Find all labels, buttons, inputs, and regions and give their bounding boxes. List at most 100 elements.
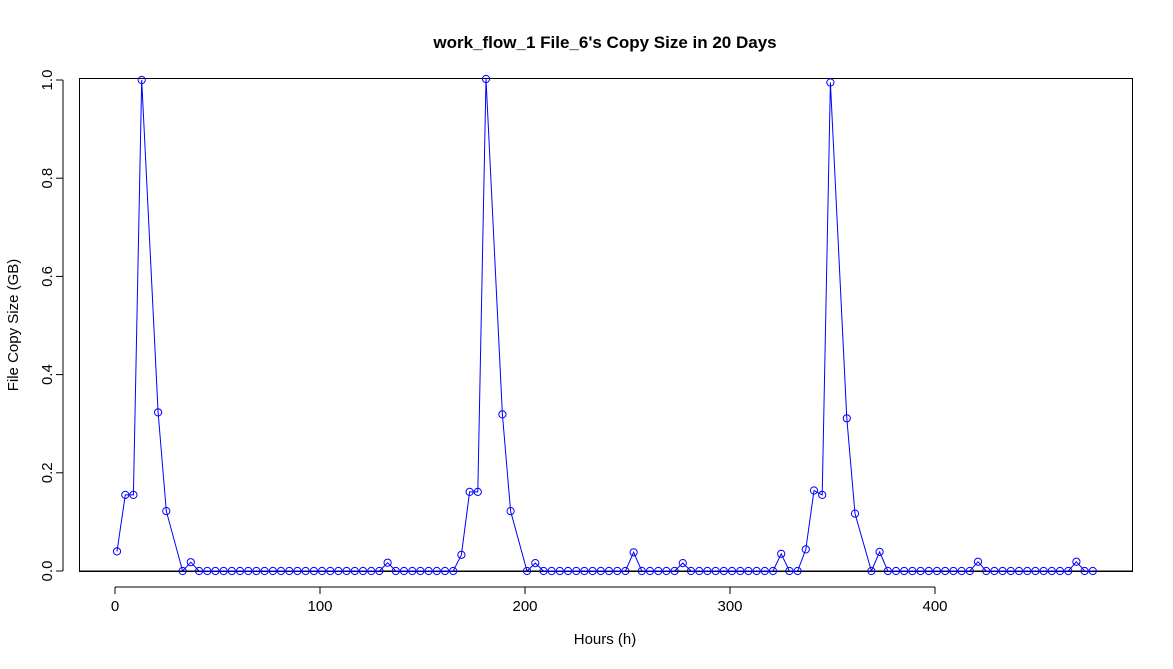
data-point	[1055, 566, 1065, 576]
data-point	[506, 507, 515, 516]
data-point	[219, 566, 228, 576]
data-point	[621, 566, 630, 576]
y-tick-label: 0.6	[39, 266, 56, 287]
data-point	[842, 414, 851, 423]
data-point	[932, 566, 942, 576]
y-axis: 0.0 0.2 0.4 0.6 0.8 1.0	[39, 70, 64, 582]
data-point	[711, 566, 720, 576]
data-point	[1088, 566, 1097, 576]
data-point	[539, 566, 548, 576]
chart-title: work_flow_1 File_6's Copy Size in 20 Day…	[432, 33, 776, 52]
data-point	[129, 490, 138, 499]
data-point	[818, 490, 827, 499]
x-axis-label: Hours (h)	[574, 631, 637, 648]
data-point	[1080, 566, 1089, 576]
data-point	[760, 566, 769, 576]
data-point	[826, 78, 835, 87]
data-point	[416, 566, 425, 576]
x-tick-label: 400	[922, 598, 947, 615]
data-point	[383, 558, 392, 567]
data-point	[293, 566, 302, 576]
series-line	[116, 78, 1093, 573]
data-point	[285, 566, 294, 576]
x-tick-label: 200	[512, 598, 537, 615]
data-point	[465, 487, 474, 496]
data-point	[449, 566, 458, 576]
data-point	[498, 410, 507, 419]
data-point	[252, 566, 261, 576]
data-point	[801, 545, 810, 554]
data-point	[695, 566, 704, 576]
data-point	[777, 549, 786, 558]
data-point	[522, 566, 532, 576]
data-point	[604, 566, 614, 576]
data-point	[112, 547, 122, 556]
data-point	[613, 566, 622, 576]
data-point	[178, 566, 187, 576]
data-point	[719, 566, 728, 576]
data-point	[637, 566, 646, 576]
data-point	[186, 558, 195, 567]
data-point	[367, 566, 376, 576]
data-point	[317, 566, 327, 576]
data-point	[391, 566, 400, 576]
data-point	[276, 566, 286, 576]
data-point	[809, 486, 819, 495]
data-point	[154, 408, 163, 417]
data-point	[1047, 566, 1056, 576]
data-point	[260, 566, 269, 576]
data-point	[1023, 566, 1032, 576]
x-tick-label: 100	[307, 598, 332, 615]
y-tick-label: 0.2	[39, 462, 56, 483]
data-point	[1072, 557, 1081, 566]
data-point	[891, 566, 901, 576]
data-point	[908, 566, 917, 576]
data-point	[736, 566, 745, 576]
data-point	[727, 566, 737, 576]
data-point	[547, 566, 556, 576]
data-point	[1039, 566, 1048, 576]
data-point	[358, 566, 368, 576]
data-point	[334, 566, 343, 576]
data-point	[432, 566, 441, 576]
data-point	[244, 566, 253, 576]
data-point	[793, 566, 802, 576]
data-point	[883, 566, 892, 576]
x-axis: 0 100 200 300 400	[111, 586, 948, 615]
data-point	[121, 490, 130, 499]
data-point	[867, 566, 876, 576]
data-point	[227, 566, 236, 576]
data-point	[580, 566, 589, 576]
data-point	[268, 566, 277, 576]
data-point	[670, 566, 679, 576]
y-tick-label: 1.0	[39, 70, 56, 91]
data-point	[457, 550, 466, 559]
data-point	[982, 566, 991, 576]
y-tick-label: 0.0	[39, 561, 56, 582]
data-point	[768, 566, 778, 576]
data-point	[203, 566, 212, 576]
data-point	[990, 566, 999, 576]
y-axis-label: File Copy Size (GB)	[5, 259, 22, 392]
data-point	[301, 566, 310, 576]
data-point	[645, 566, 655, 576]
data-point	[531, 559, 540, 568]
data-point	[965, 566, 974, 576]
data-point	[973, 557, 983, 566]
data-point	[785, 566, 794, 576]
data-point	[563, 566, 573, 576]
data-point	[399, 566, 409, 576]
data-point	[744, 566, 753, 576]
data-point	[752, 566, 761, 576]
data-point	[235, 566, 245, 576]
data-point	[678, 559, 687, 568]
data-point	[957, 566, 966, 576]
data-point	[850, 509, 860, 518]
data-point	[408, 566, 417, 576]
data-point	[703, 566, 712, 576]
data-point	[662, 566, 671, 576]
data-point	[440, 566, 450, 576]
data-point	[596, 566, 605, 576]
data-point	[137, 75, 146, 85]
